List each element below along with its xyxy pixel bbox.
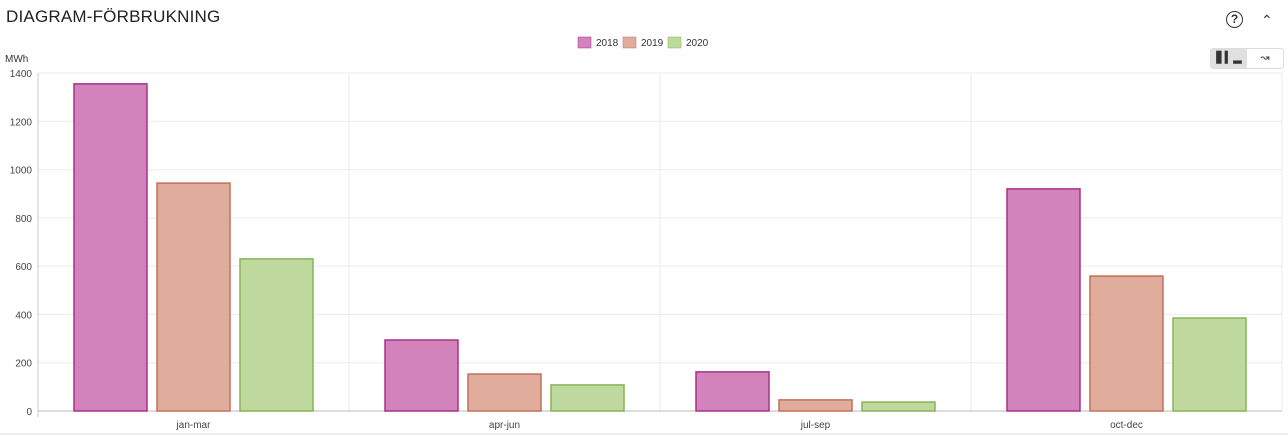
y-tick-label: 600 bbox=[15, 262, 32, 273]
legend-swatch-2020 bbox=[667, 36, 682, 49]
y-tick-label: 1200 bbox=[10, 117, 33, 128]
chart-type-toggle: ▋▍▂ ↝ bbox=[1210, 48, 1284, 69]
bar-2018-jul-sep bbox=[695, 371, 770, 412]
y-tick-label: 400 bbox=[15, 310, 32, 321]
help-icon[interactable]: ? bbox=[1226, 11, 1243, 28]
bar-chart-icon[interactable]: ▋▍▂ bbox=[1211, 49, 1247, 68]
y-tick-label: 1000 bbox=[10, 166, 33, 177]
y-tick-label: 1400 bbox=[10, 69, 33, 80]
bar-2020-oct-dec bbox=[1172, 317, 1247, 412]
x-tick-label: jan-mar bbox=[176, 420, 212, 431]
bar-2018-apr-jun bbox=[384, 339, 459, 412]
bar-2018-oct-dec bbox=[1006, 188, 1081, 412]
y-tick-label: 200 bbox=[15, 359, 32, 370]
bar-2019-jul-sep bbox=[778, 399, 853, 412]
bar-2020-jan-mar bbox=[239, 258, 314, 412]
legend-label-2020: 2020 bbox=[686, 38, 709, 49]
legend-label-2019: 2019 bbox=[641, 38, 664, 49]
x-tick-label: oct-dec bbox=[1110, 420, 1143, 431]
y-tick-label: 0 bbox=[26, 407, 32, 418]
bar-2019-apr-jun bbox=[467, 373, 542, 412]
bar-2019-jan-mar bbox=[156, 182, 231, 412]
x-tick-label: jul-sep bbox=[800, 420, 831, 431]
legend-swatch-2018 bbox=[577, 36, 592, 49]
bar-2019-oct-dec bbox=[1089, 275, 1164, 412]
bar-2018-jan-mar bbox=[73, 83, 148, 412]
legend-swatch-2019 bbox=[622, 36, 637, 49]
chevron-up-icon[interactable]: ⌃ bbox=[1261, 12, 1273, 28]
page-title: DIAGRAM-FÖRBRUKNING bbox=[6, 7, 221, 26]
x-tick-label: apr-jun bbox=[489, 420, 520, 431]
bar-2020-jul-sep bbox=[861, 401, 936, 412]
legend-label-2018: 2018 bbox=[596, 38, 619, 49]
bar-2020-apr-jun bbox=[550, 384, 625, 412]
line-chart-icon[interactable]: ↝ bbox=[1260, 52, 1270, 64]
y-tick-label: 800 bbox=[15, 214, 32, 225]
y-axis-label: MWh bbox=[5, 54, 28, 65]
